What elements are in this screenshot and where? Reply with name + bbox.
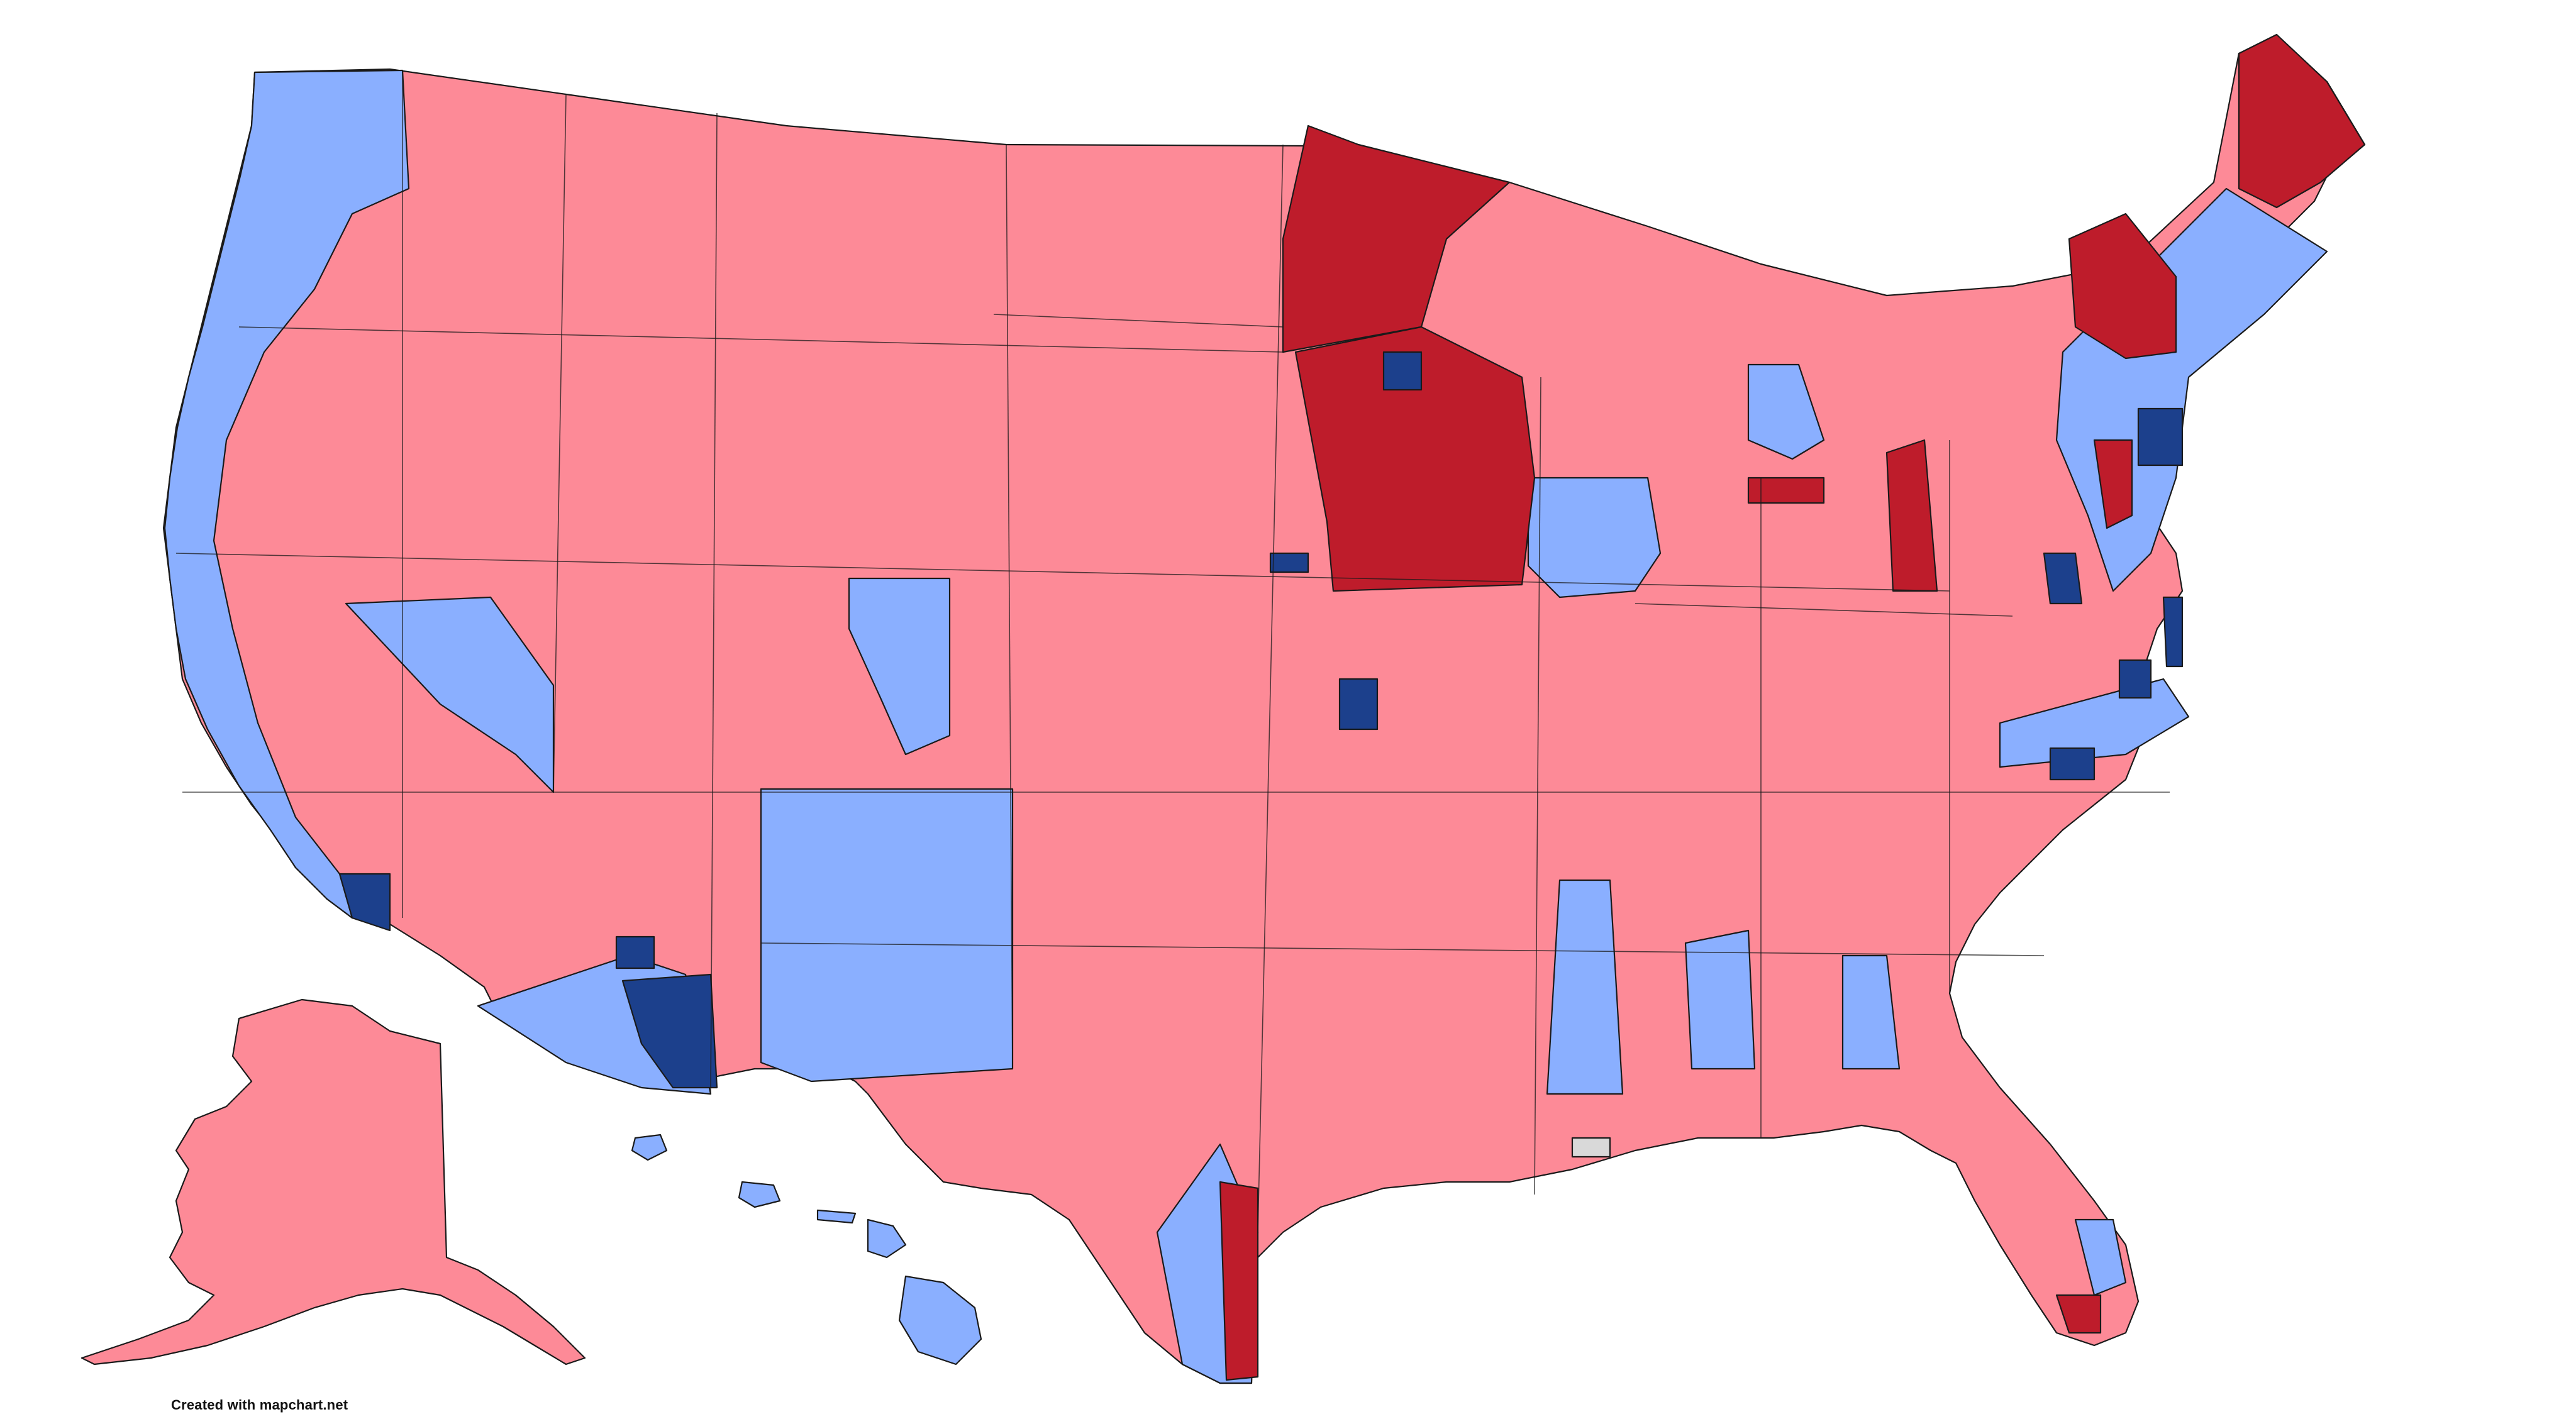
district-region-no-data [1571, 1137, 1611, 1158]
district-boundaries [175, 70, 2170, 1233]
district-region-tucson [621, 973, 718, 1089]
hawaii-island-oahu [738, 1181, 781, 1208]
district-region-ohio-north [1747, 477, 1825, 504]
district-region-minnesota [1282, 124, 1511, 353]
hawaii-island-molokai [816, 1209, 857, 1224]
hawaii-island-big [898, 1275, 982, 1366]
district-region-omaha [1269, 552, 1309, 573]
district-region-kansas-city [1338, 678, 1379, 731]
district-region-virginia-east [2118, 659, 2152, 699]
district-region-great-lakes [1527, 477, 1662, 599]
district-region-mississippi [1546, 879, 1624, 1095]
district-region-north-carolina [2049, 747, 2096, 781]
district-region-maine [2238, 33, 2366, 209]
credit-label: Created with mapchart.net [171, 1397, 348, 1413]
district-region-florida-south [2055, 1294, 2102, 1334]
district-region-phoenix [615, 936, 655, 969]
district-region-georgia [1841, 954, 1901, 1070]
district-region-west-coast [164, 69, 410, 919]
district-region-texas-rio-grande [1219, 1181, 1259, 1381]
district-region-nyc [2137, 407, 2184, 466]
district-region-minneapolis [1382, 351, 1423, 391]
district-region-colorado [848, 577, 951, 756]
district-region-new-jersey [2093, 439, 2133, 529]
district-region-iowa-wisconsin [1294, 326, 1536, 592]
district-region-florida-se [2074, 1218, 2127, 1296]
district-region-new-mexico [760, 788, 1014, 1083]
district-region-socal [338, 873, 391, 932]
district-region-maryland [2043, 552, 2083, 605]
hawaii-island-kauai [631, 1134, 668, 1161]
district-region-upstate-ny [2068, 212, 2177, 360]
district-region-alabama [1684, 929, 1756, 1070]
hawaii-island-maui [867, 1218, 907, 1259]
alaska-land [80, 998, 586, 1366]
district-region-michigan-se [1747, 363, 1825, 460]
district-region-delaware [2162, 596, 2184, 668]
